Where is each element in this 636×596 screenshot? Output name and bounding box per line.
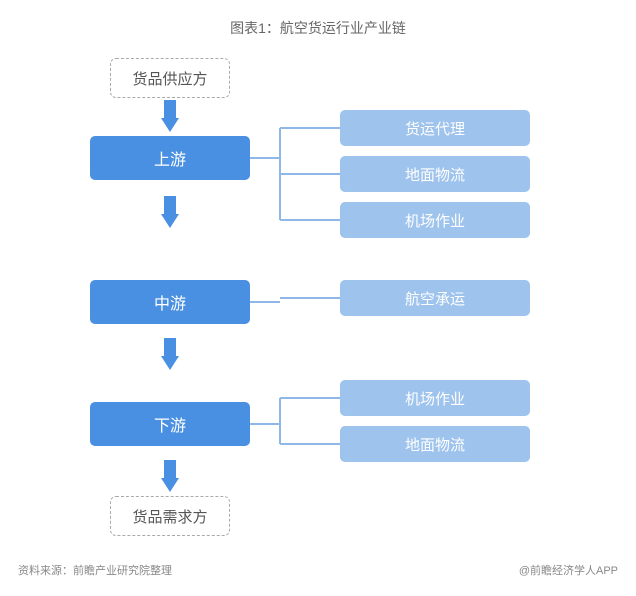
upstream-conn-leaf-0 xyxy=(280,127,340,129)
arrow-head-1 xyxy=(161,214,179,228)
arrow-head-2 xyxy=(161,356,179,370)
flowchart: 货品供应方货品需求方上游货运代理地面物流机场作业中游航空承运下游机场作业地面物流 xyxy=(0,48,636,548)
downstream-node: 下游 xyxy=(90,402,250,446)
midstream-conn-main xyxy=(250,301,280,303)
credit-text: @前瞻经济学人APP xyxy=(519,562,618,578)
start-node: 货品供应方 xyxy=(110,58,230,98)
upstream-conn-leaf-2 xyxy=(280,219,340,221)
upstream-leaf-2: 机场作业 xyxy=(340,202,530,238)
chart-title: 图表1：航空货运行业产业链 xyxy=(0,0,636,48)
arrow-stem-1 xyxy=(164,196,176,216)
upstream-leaf-0: 货运代理 xyxy=(340,110,530,146)
upstream-conn-main xyxy=(250,157,280,159)
midstream-conn-leaf-0 xyxy=(280,297,340,299)
upstream-node: 上游 xyxy=(90,136,250,180)
downstream-conn-bracket xyxy=(279,398,281,444)
source-text: 资料来源：前瞻产业研究院整理 xyxy=(18,562,172,578)
downstream-conn-leaf-0 xyxy=(280,397,340,399)
end-node: 货品需求方 xyxy=(110,496,230,536)
arrow-stem-2 xyxy=(164,338,176,358)
upstream-conn-leaf-1 xyxy=(280,173,340,175)
upstream-leaf-1: 地面物流 xyxy=(340,156,530,192)
downstream-leaf-0: 机场作业 xyxy=(340,380,530,416)
arrow-stem-0 xyxy=(164,100,176,120)
footer: 资料来源：前瞻产业研究院整理 @前瞻经济学人APP xyxy=(18,562,618,578)
arrow-head-0 xyxy=(161,118,179,132)
midstream-leaf-0: 航空承运 xyxy=(340,280,530,316)
midstream-node: 中游 xyxy=(90,280,250,324)
arrow-head-3 xyxy=(161,478,179,492)
downstream-conn-main xyxy=(250,423,280,425)
upstream-conn-bracket xyxy=(279,128,281,220)
downstream-conn-leaf-1 xyxy=(280,443,340,445)
downstream-leaf-1: 地面物流 xyxy=(340,426,530,462)
arrow-stem-3 xyxy=(164,460,176,480)
